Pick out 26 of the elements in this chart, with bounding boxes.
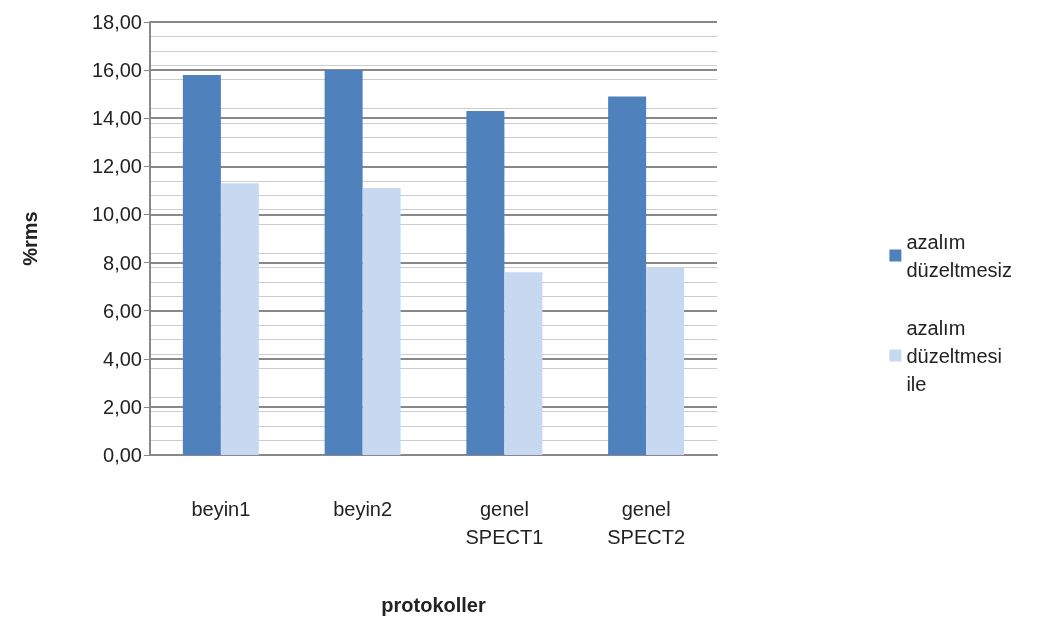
legend-label: azalım düzeltmesiz [906,230,1013,281]
x-axis-title: protokoller [381,594,486,616]
y-tick-label: 14,00 [91,107,142,130]
y-tick-label: 0,00 [103,444,142,466]
y-tick-label: 16,00 [91,59,142,82]
y-tick-label: 12,00 [91,155,142,178]
bar [608,96,647,455]
x-tick-label: beyin1 [191,498,251,520]
bar [466,111,505,455]
x-tick-label: beyin2 [333,498,393,520]
bar [362,187,401,455]
y-tick-label: 6,00 [103,299,142,322]
bar [182,74,221,455]
x-tick-label: genel SPECT1 [465,498,544,548]
y-axis-title: %rms [19,211,41,266]
bar [324,70,363,455]
bar [220,183,259,455]
y-tick-label: 4,00 [103,347,142,370]
y-tick-label: 2,00 [103,395,142,418]
y-tick-label: 18,00 [91,11,142,33]
legend-label: azalım düzeltmesi ile [906,316,1003,395]
bar [646,267,685,455]
y-tick-label: 8,00 [103,251,142,274]
x-tick-label: genel SPECT2 [607,498,686,548]
bar [504,272,543,455]
y-tick-label: 10,00 [91,203,142,226]
